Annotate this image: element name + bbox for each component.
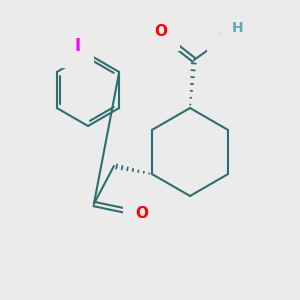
Text: H: H: [232, 21, 244, 35]
Text: O: O: [135, 206, 148, 221]
Text: O: O: [154, 23, 167, 38]
Text: O: O: [220, 28, 232, 44]
Text: I: I: [75, 37, 81, 55]
